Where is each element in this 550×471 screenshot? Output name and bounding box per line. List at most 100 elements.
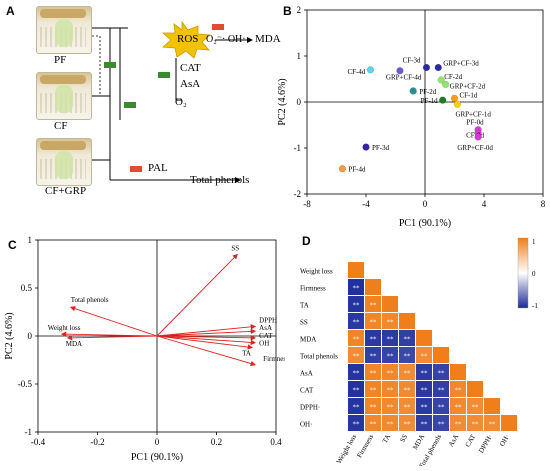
significance-mark: ** — [387, 370, 395, 378]
significance-mark: ** — [438, 387, 446, 395]
x-tick-label: -8 — [303, 199, 311, 209]
significance-mark: ** — [353, 319, 361, 327]
loading-vector — [156, 253, 238, 337]
significance-mark: ** — [370, 336, 378, 344]
heatmap-cell — [433, 347, 449, 363]
score-point — [474, 133, 482, 141]
heatmap-cell — [433, 415, 449, 431]
score-point-label: CF-2d — [444, 73, 462, 81]
x-axis-label: PC1 (90.1%) — [131, 452, 183, 463]
loading-vector-label: OH — [259, 340, 269, 348]
score-point — [453, 100, 462, 108]
significance-mark: ** — [370, 353, 378, 361]
heatmap-cell — [467, 398, 483, 414]
heatmap-cell — [416, 364, 432, 380]
column-label: OH· — [498, 433, 511, 448]
significance-mark: ** — [387, 387, 395, 395]
heatmap-cell — [382, 296, 398, 312]
row-label: MDA — [300, 336, 316, 344]
radicals-label: O₂⁻· OH· — [206, 34, 246, 45]
y-tick-label: -1 — [294, 143, 302, 153]
loading-vector — [156, 328, 257, 337]
y-tick-label: 0.5 — [21, 283, 33, 293]
heatmap-cell — [399, 364, 415, 380]
score-point — [338, 165, 347, 173]
score-point — [409, 87, 417, 95]
heatmap-cell — [382, 398, 398, 414]
score-point — [362, 143, 370, 151]
score-point-label: CF-4d — [348, 68, 366, 76]
photo-cf-grp — [36, 138, 92, 186]
y-tick-label: -0.5 — [18, 379, 33, 389]
loading-vector-label: TA — [242, 350, 251, 358]
significance-mark: ** — [370, 302, 378, 310]
pal-label: PAL — [148, 162, 168, 174]
colorbar-label-min: -1 — [532, 302, 538, 310]
x-tick-label: 0.4 — [270, 437, 282, 447]
loading-vector-label: Total phenols — [71, 296, 109, 304]
significance-mark: ** — [370, 421, 378, 429]
score-point — [366, 66, 375, 74]
heatmap-cell — [399, 347, 415, 363]
mda-label: MDA — [255, 33, 281, 45]
significance-mark: ** — [353, 404, 361, 412]
significance-mark: ** — [438, 404, 446, 412]
heatmap-cell — [365, 313, 381, 329]
heatmap-cell — [365, 330, 381, 346]
score-point-label: GRP+CF-2d — [450, 83, 486, 91]
significance-mark: ** — [370, 404, 378, 412]
score-point — [396, 67, 404, 75]
heatmap-cell — [348, 398, 364, 414]
heatmap-cell — [382, 330, 398, 346]
sample-label-cf: CF — [54, 120, 68, 132]
significance-mark: ** — [353, 302, 361, 310]
significance-mark: ** — [353, 353, 361, 361]
heatmap-cell — [450, 381, 466, 397]
significance-mark: ** — [387, 421, 395, 429]
loading-vector — [156, 335, 257, 346]
significance-mark: ** — [387, 353, 395, 361]
loading-vector-label: MDA — [66, 340, 82, 348]
panel-c: C -0.4 -0.2 0 0.2 0.4 -1 -0.5 0 0.5 1 PC1 (90.1%) P… — [0, 232, 289, 466]
score-point-label: PF-2d — [419, 88, 437, 96]
score-point — [442, 80, 450, 89]
y-tick-label: 1 — [28, 235, 33, 245]
indicator-up-pal — [130, 166, 142, 172]
heatmap-cell — [365, 415, 381, 431]
significance-mark: ** — [438, 370, 446, 378]
y-tick-label: 0 — [297, 97, 302, 107]
column-label: Firmness — [355, 433, 375, 459]
y-tick-label: -2 — [294, 189, 302, 199]
heatmap-cell — [399, 381, 415, 397]
significance-mark: ** — [353, 370, 361, 378]
score-point-label: CF-1d — [460, 91, 478, 99]
score-point — [450, 94, 459, 102]
y-axis-label: PC2 (4.6%) — [277, 78, 288, 125]
heatmap-cell — [365, 398, 381, 414]
significance-mark: ** — [472, 404, 480, 412]
significance-mark: ** — [455, 404, 463, 412]
heatmap-cell — [399, 415, 415, 431]
y-tick-label: 2 — [297, 5, 302, 15]
x-tick-label: 0.2 — [211, 437, 222, 447]
pathway-diagram — [92, 20, 253, 183]
heatmap-cell — [348, 364, 364, 380]
significance-mark: ** — [404, 404, 412, 412]
significance-mark: ** — [387, 319, 395, 327]
heatmap-cell — [433, 364, 449, 380]
row-label: CAT — [300, 387, 314, 395]
colorbar-label-mid: 0 — [532, 270, 536, 278]
heatmap-cell — [416, 347, 432, 363]
photo-cf — [36, 72, 92, 120]
significance-mark: ** — [421, 353, 429, 361]
heatmap-cell — [416, 381, 432, 397]
significance-mark: ** — [421, 404, 429, 412]
x-tick-label: -0.4 — [31, 437, 46, 447]
heatmap-cell — [450, 415, 466, 431]
panel-b: B -8 -4 0 4 8 -2 -1 0 1 2 PC1 (90.1%) PC2 (4.6%) CF-… — [275, 0, 550, 230]
heatmap-cell — [467, 415, 483, 431]
row-label: TA — [300, 302, 309, 310]
heatmap-cell — [348, 381, 364, 397]
x-tick-label: 0 — [423, 199, 428, 209]
significance-mark: ** — [404, 336, 412, 344]
